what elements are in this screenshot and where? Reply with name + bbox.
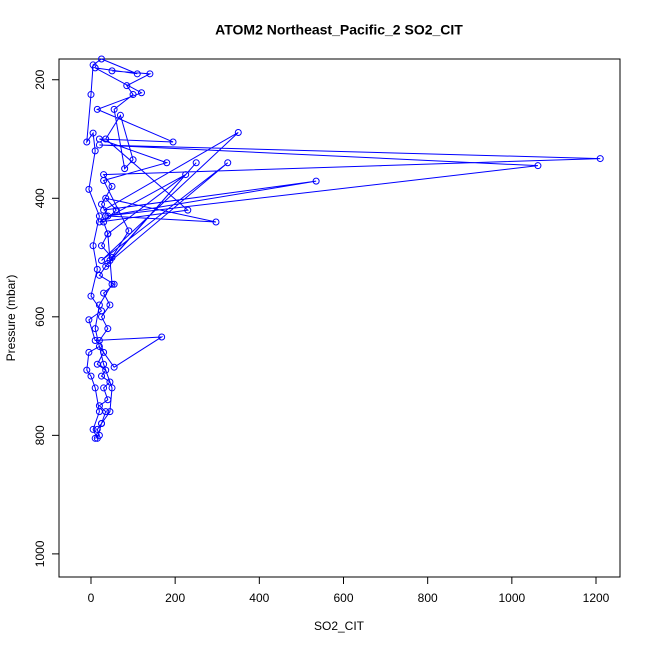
data-point [95,271,103,279]
data-point [133,70,141,78]
data-point [83,138,91,146]
data-point [137,89,145,97]
data-point [108,280,116,288]
y-tick-label: 800 [33,425,47,445]
data-point [83,366,91,374]
x-tick-label: 0 [88,591,95,605]
data-point [98,200,106,208]
data-point [169,138,177,146]
data-point [98,242,106,250]
data-point [110,363,118,371]
data-point [534,162,542,170]
y-tick-label: 600 [33,306,47,326]
data-point [123,82,131,90]
x-axis-label: SO2_CIT [314,619,365,633]
data-point [87,372,95,380]
data-point [89,129,97,137]
data-point [100,360,108,368]
data-point [85,185,93,193]
data-point [192,159,200,167]
data-point [121,165,129,173]
data-point [100,348,108,356]
data-point [102,194,110,202]
data-line [86,58,601,440]
data-point [596,155,604,163]
data-point [85,348,93,356]
data-point [89,61,97,69]
data-point [106,378,114,386]
data-point [106,301,114,309]
data-point [89,242,97,250]
data-point [98,419,106,427]
x-tick-label: 200 [165,591,185,605]
data-point [93,105,101,113]
data-point [89,425,97,433]
data-point [146,70,154,78]
data-point [95,301,103,309]
data-point [87,91,95,99]
data-point [104,212,112,220]
y-tick-label: 400 [33,188,47,208]
x-tick-label: 800 [418,591,438,605]
data-point [106,408,114,416]
y-tick-label: 200 [33,69,47,89]
data-point [85,316,93,324]
data-point [110,280,118,288]
data-point [91,337,99,345]
x-tick-label: 1200 [583,591,610,605]
data-point [108,384,116,392]
data-point [212,218,220,226]
data-point [110,105,118,113]
chart-title: ATOM2 Northeast_Pacific_2 SO2_CIT [215,22,463,38]
data-point [100,384,108,392]
data-point [234,128,242,136]
data-point [129,91,137,99]
data-point [125,227,133,235]
data-point [312,177,320,185]
data-point [95,408,103,416]
data-point [100,176,108,184]
data-point [95,218,103,226]
data-point [98,257,106,265]
y-tick-label: 1000 [33,540,47,567]
data-point [102,366,110,374]
data-point [100,218,108,226]
data-point [102,135,110,143]
data-point [91,325,99,333]
x-tick-label: 600 [333,591,353,605]
data-point [93,265,101,273]
data-point [104,325,112,333]
data-point [106,257,114,265]
data-point [182,171,190,179]
data-point [98,55,106,63]
x-tick-label: 400 [249,591,269,605]
data-point [108,182,116,190]
data-point [108,67,116,75]
data-point [95,342,103,350]
data-point [116,111,124,119]
data-point [158,333,166,341]
data-point [184,206,192,214]
data-point [104,230,112,238]
data-point [91,384,99,392]
data-point [163,159,171,167]
data-point [104,396,112,404]
data-point [93,425,101,433]
data-point [129,156,137,164]
data-point [93,434,101,442]
data-point [100,206,108,214]
data-point [91,147,99,155]
data-point [98,372,106,380]
data-point [87,292,95,300]
y-axis-label: Pressure (mbar) [4,275,18,362]
plot-frame [58,58,621,578]
data-point [112,206,120,214]
x-tick-label: 1000 [498,591,525,605]
data-point [98,307,106,315]
data-point [224,159,232,167]
data-point [100,289,108,297]
